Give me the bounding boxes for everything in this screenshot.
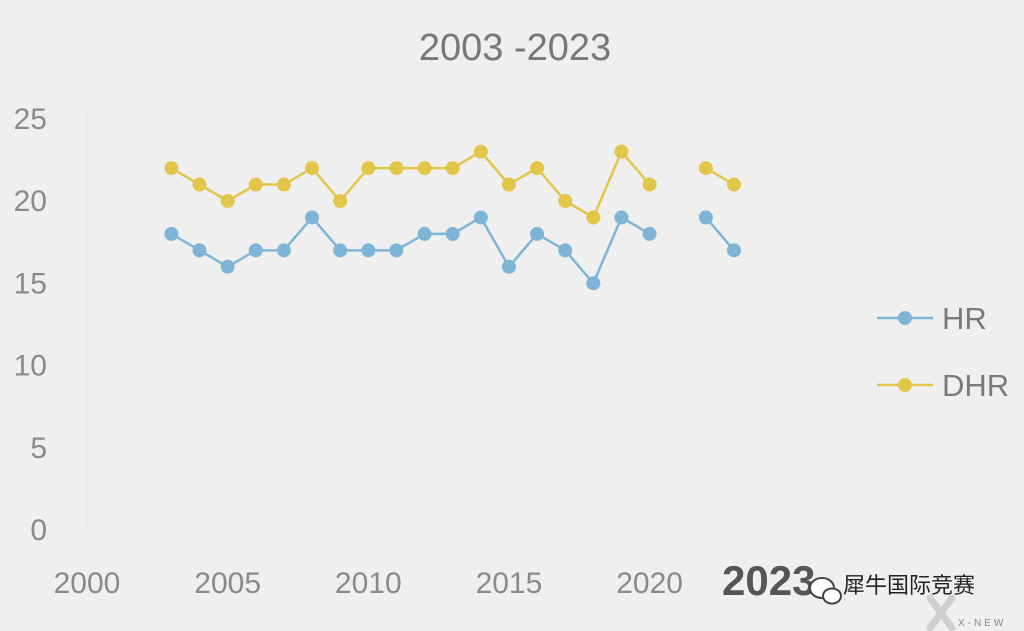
y-tick-label: 25 (14, 103, 47, 136)
data-point (248, 177, 263, 192)
y-tick-label: 0 (30, 514, 47, 547)
data-point (417, 226, 432, 241)
data-point (361, 243, 376, 258)
data-point (530, 161, 545, 176)
series-hr (164, 210, 741, 291)
data-point (726, 243, 741, 258)
data-point (558, 243, 573, 258)
data-point (164, 161, 179, 176)
y-tick-label: 15 (14, 267, 47, 300)
data-point (558, 194, 573, 208)
data-point (726, 177, 741, 192)
legend-item-hr: HR (877, 301, 987, 336)
data-point (417, 161, 432, 176)
y-axis-ticks: 0 5 10 15 20 25 (14, 103, 47, 547)
x-tick-label: 2005 (194, 567, 261, 600)
data-point (445, 226, 460, 241)
data-point (164, 226, 179, 241)
data-point (248, 243, 263, 258)
legend-label: HR (942, 301, 987, 336)
x-tick-label: 2020 (616, 567, 683, 600)
data-point (473, 210, 488, 225)
series-line (170, 216, 651, 285)
data-point (220, 194, 235, 208)
overlay-year: 2023 (722, 557, 815, 604)
data-point (389, 161, 404, 176)
y-tick-label: 5 (30, 432, 47, 465)
series-line (170, 150, 651, 219)
watermark-sub-text: X-NEW (958, 618, 1006, 629)
watermark: 犀牛国际竞赛 X-NEW (809, 573, 1006, 631)
series-line (704, 216, 735, 252)
series-dhr (164, 144, 741, 225)
x-axis-ticks: 2000 2005 2010 2015 2020 (54, 567, 683, 600)
legend-label: DHR (942, 368, 1009, 403)
data-point (642, 226, 657, 241)
data-point (192, 243, 207, 258)
data-point (530, 226, 545, 241)
data-point (586, 276, 601, 291)
data-point (614, 210, 629, 225)
data-point (614, 144, 629, 159)
data-point (698, 210, 713, 225)
data-point (698, 161, 713, 176)
watermark-text: 犀牛国际竞赛 (843, 573, 975, 598)
legend-item-dhr: DHR (877, 368, 1009, 403)
data-point (445, 161, 460, 176)
data-point (333, 243, 348, 258)
data-point (333, 194, 348, 208)
data-point (473, 144, 488, 159)
data-point (586, 210, 601, 225)
x-new-logo-icon (926, 594, 956, 631)
data-point (501, 177, 516, 192)
data-point (389, 243, 404, 258)
x-tick-label: 2015 (476, 567, 543, 600)
x-tick-label: 2010 (335, 567, 402, 600)
data-point (305, 161, 320, 176)
data-point (276, 177, 291, 192)
legend: HR DHR (877, 301, 1009, 403)
data-point (501, 259, 516, 274)
data-point (642, 177, 657, 192)
data-point (361, 161, 376, 176)
wechat-icon (809, 577, 842, 605)
data-point (276, 243, 291, 258)
legend-marker (898, 378, 912, 392)
y-tick-label: 20 (14, 185, 47, 218)
chart-title: 2003 -2023 (419, 27, 611, 69)
data-point (305, 210, 320, 225)
legend-marker (898, 311, 912, 325)
y-tick-label: 10 (14, 350, 47, 383)
series-layer (164, 144, 741, 291)
data-point (192, 177, 207, 192)
data-point (220, 259, 235, 274)
x-tick-label: 2000 (54, 567, 121, 600)
